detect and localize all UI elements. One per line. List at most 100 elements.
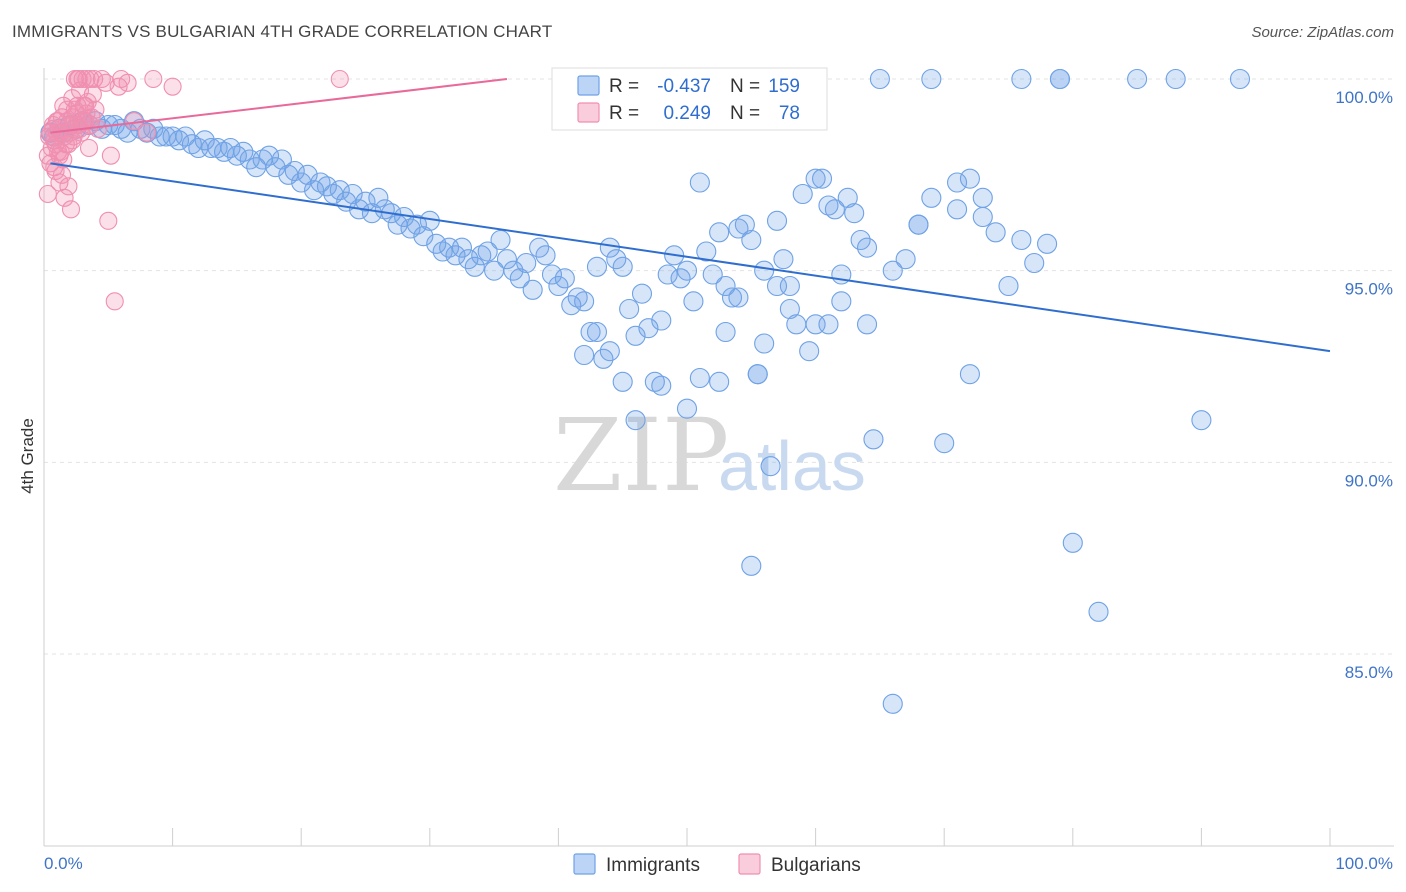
immigrants-point [715,321,736,343]
bulgarians-point [51,142,70,161]
bulgarians-point [105,292,124,311]
bottom-legend-swatch-immigrants [573,853,596,875]
legend-swatch-bulgarians [577,102,600,123]
immigrants-trend-line [50,162,1331,353]
bulgarians-point [85,69,104,89]
immigrants-point [1049,68,1070,90]
legend-r-value-2: 0.249 [663,103,711,124]
trend-lines [50,78,1331,353]
immigrants-point [580,321,601,343]
immigrants-point [869,68,890,90]
immigrants-point [284,160,305,182]
immigrants-point [754,260,775,281]
data-points [38,68,1251,714]
axes [43,68,1394,847]
immigrants-point [586,321,608,343]
immigrants-point [574,291,595,312]
bottom-legend-label-bulgarians: Bulgarians [771,855,861,876]
immigrants-point [689,367,710,389]
watermark-atlas: atlas [718,427,866,505]
series-immigrants [40,68,1251,714]
immigrants-point [908,214,929,235]
immigrants-point [805,168,826,189]
immigrants-point [522,279,543,300]
immigrants-point [541,264,563,285]
immigrants-point [921,68,942,90]
immigrants-point [297,164,318,185]
bulgarians-point [52,165,72,184]
immigrants-point [696,241,717,262]
immigrants-point [728,218,749,239]
x-ticks [43,828,1331,846]
bulgarians-point [81,115,100,135]
immigrants-point [413,226,434,247]
immigrants-point [747,364,768,385]
bulgarians-trend-line [50,78,508,134]
immigrants-point [271,149,292,170]
immigrants-point [805,314,826,335]
bulgarians-point [65,100,84,119]
immigrants-point [863,429,884,450]
bulgarians-point [163,77,182,96]
immigrants-point [535,245,556,266]
immigrants-point [799,341,820,362]
bulgarians-point [49,112,68,131]
immigrants-point [651,375,672,396]
y-tick-label: 85.0% [1345,663,1393,682]
immigrants-point [702,264,723,285]
bulgarians-point [61,200,81,219]
immigrants-point [567,287,588,308]
immigrants-point [554,268,575,289]
immigrants-point [766,275,788,297]
bulgarians-point [101,146,120,165]
immigrants-point [728,287,749,308]
immigrants-point [1191,410,1212,431]
immigrants-point [766,210,788,231]
immigrants-point [959,168,980,189]
immigrants-point [779,298,800,320]
immigrants-point [355,191,376,212]
y-axis-title: 4th Grade [18,418,37,494]
immigrants-point [760,456,781,477]
bulgarians-point [137,123,156,142]
bulgarians-point [59,177,78,196]
immigrants-point [972,206,993,228]
immigrants-point [734,214,755,235]
immigrants-point [329,180,350,201]
immigrants-point [496,249,518,270]
watermark: ZIP atlas [553,397,866,514]
immigrants-point [811,168,833,189]
immigrants-point [998,275,1019,297]
legend-n-value-1: 159 [768,76,800,97]
chart-title: IMMIGRANTS VS BULGARIAN 4TH GRADE CORREL… [12,22,553,41]
immigrants-point [651,310,672,331]
immigrants-point [342,183,363,205]
immigrants-point [619,298,640,320]
immigrants-point [432,241,453,262]
bulgarians-point [99,211,118,230]
immigrants-point [612,371,633,392]
bulgarians-point [144,69,163,89]
immigrants-point [1127,68,1148,90]
immigrants-point [689,172,710,193]
immigrants-point [509,268,530,289]
immigrants-point [831,291,852,312]
legend-n-label-1: N = [730,76,760,97]
immigrants-point [856,314,878,335]
immigrants-point [625,410,646,431]
immigrants-point [471,245,492,266]
immigrants-point [856,237,878,258]
bulgarians-point [69,69,88,89]
immigrants-point [773,249,794,270]
bottom-legend-swatch-bulgarians [738,853,761,875]
legend: R = -0.437 N = 159 R = 0.249 N = 78 [551,67,828,131]
immigrants-point [181,134,202,155]
legend-swatch-immigrants [577,75,600,96]
immigrants-point [818,195,839,216]
bulgarians-point [77,69,96,89]
bulgarians-point [330,69,349,89]
immigrants-point [490,229,511,251]
immigrants-point [721,287,743,308]
immigrants-point [136,122,157,143]
immigrants-point [657,264,678,285]
